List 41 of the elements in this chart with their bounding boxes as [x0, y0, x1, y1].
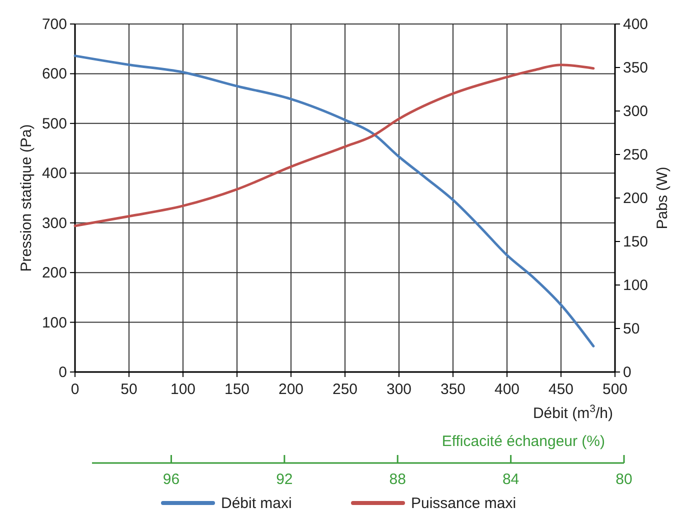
- x-tick-label: 350: [440, 381, 466, 398]
- x2-tick-label: 96: [162, 471, 180, 488]
- y-tick-label: 600: [42, 66, 67, 83]
- x2-tick-label: 84: [502, 471, 520, 488]
- y2-tick-label: 300: [623, 103, 648, 120]
- y-tick-label: 0: [58, 364, 67, 381]
- x2-tick-label: 88: [389, 471, 406, 488]
- x2-tick-label: 80: [616, 471, 632, 488]
- y2-tick-label: 400: [623, 16, 648, 33]
- y-tick-label: 500: [42, 115, 67, 132]
- x-tick-label: 50: [120, 381, 138, 398]
- y2-tick-label: 250: [623, 146, 648, 164]
- x-tick-label: 250: [332, 381, 358, 398]
- legend-label: Puissance maxi: [411, 495, 516, 512]
- y2-axis-title: Pabs (W): [654, 166, 671, 230]
- y-tick-label: 400: [42, 165, 67, 182]
- y2-tick-label: 100: [623, 277, 648, 294]
- x-tick-label: 0: [70, 381, 80, 398]
- y-axis-title: Pression statique (Pa): [18, 124, 35, 272]
- x-tick-label: 450: [548, 381, 574, 398]
- legend-label: Débit maxi: [221, 495, 292, 512]
- x-tick-label: 150: [224, 381, 250, 398]
- y2-tick-label: 50: [623, 320, 640, 338]
- line-series: [74, 54, 595, 348]
- x-tick-label: 500: [602, 381, 628, 398]
- x-tick-label: 300: [386, 381, 412, 398]
- x2-tick-label: 92: [276, 471, 293, 488]
- x-tick-label: 400: [494, 381, 520, 398]
- x-axis-title: Débit (m$^{3}$/h): [532, 403, 613, 422]
- line-series: [74, 64, 595, 228]
- y-tick-label: 700: [42, 16, 67, 33]
- y2-tick-label: 350: [623, 60, 648, 76]
- y2-tick-label: 150: [623, 234, 648, 250]
- y-tick-label: 300: [42, 214, 67, 232]
- x-tick-label: 100: [170, 381, 196, 398]
- y2-tick-label: 200: [623, 190, 648, 207]
- x2-axis-title: Efficacité échangeur (%): [442, 433, 606, 450]
- x-tick-label: 200: [278, 381, 304, 398]
- y2-tick-label: 0: [623, 364, 632, 381]
- y-tick-label: 100: [42, 314, 67, 332]
- y-tick-label: 200: [42, 264, 67, 282]
